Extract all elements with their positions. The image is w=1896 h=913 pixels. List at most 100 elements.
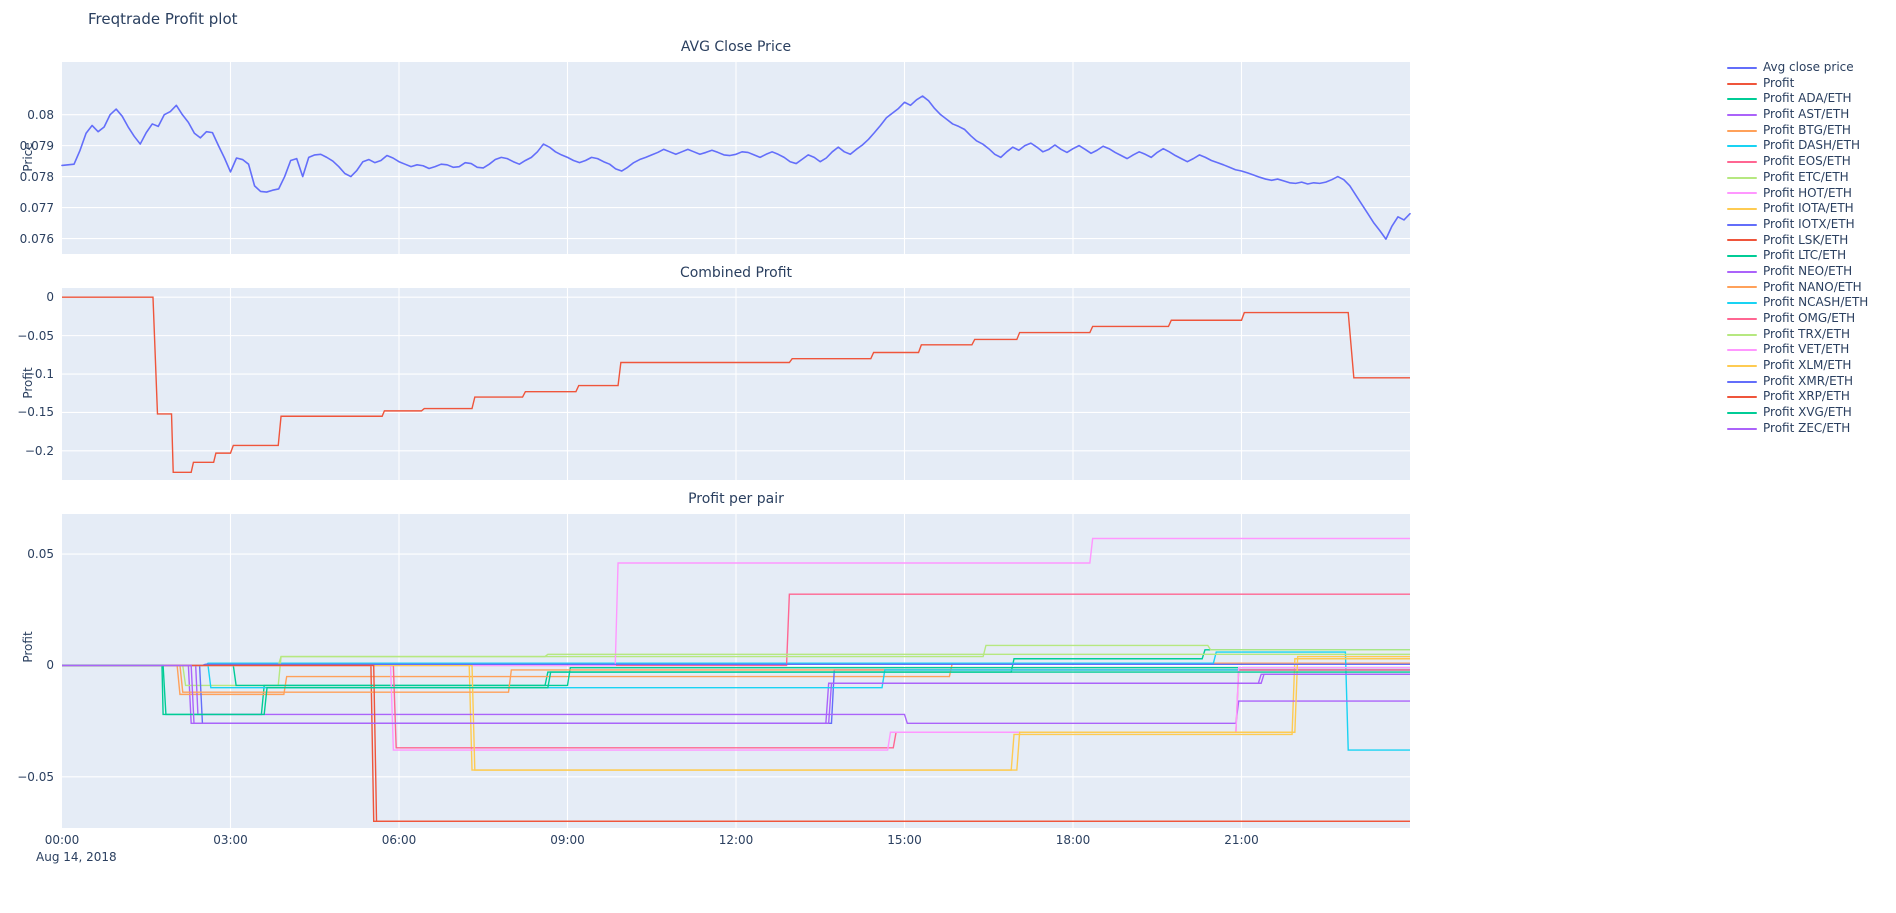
legend-item[interactable]: Profit LTC/ETH (1727, 248, 1892, 264)
legend-item[interactable]: Profit LSK/ETH (1727, 233, 1892, 249)
legend-item[interactable]: Profit NEO/ETH (1727, 264, 1892, 280)
subplot-title-2: Combined Profit (679, 265, 793, 281)
trace-line (62, 664, 1410, 716)
legend-item-label: Avg close price (1763, 60, 1854, 74)
legend-color-swatch-icon (1727, 411, 1757, 414)
subplot-avg-close-price: AVG Close Price (61, 39, 1411, 254)
legend-item[interactable]: Profit (1727, 76, 1892, 92)
legend-item[interactable]: Profit AST/ETH (1727, 107, 1892, 123)
y-axis-tick-label: −0.05 (17, 769, 54, 784)
legend-color-swatch-icon (1727, 66, 1757, 69)
y-axis-tick-label: −0.15 (17, 405, 54, 420)
x-axis-date-label: Aug 14, 2018 (36, 850, 117, 864)
legend-item[interactable]: Avg close price (1727, 60, 1892, 76)
legend-item-label: Profit (1763, 75, 1795, 90)
legend-item[interactable]: Profit DASH/ETH (1727, 138, 1892, 154)
legend-item-label: Profit XMR/ETH (1763, 373, 1854, 388)
legend-item-label: Profit NEO/ETH (1763, 263, 1853, 278)
subplot-combined-profit: Combined Profit (62, 265, 1410, 480)
x-axis-tick-label: 03:00 (213, 833, 248, 847)
legend-color-swatch-icon (1727, 129, 1757, 132)
legend: Avg close price Profit Profit ADA/ETH Profi… (1727, 60, 1892, 437)
legend-item-label: Profit IOTA/ETH (1763, 201, 1854, 216)
y-axis-tick-label: 0.05 (27, 547, 54, 562)
legend-item-label: Profit BTG/ETH (1763, 122, 1851, 137)
legend-item[interactable]: Profit VET/ETH (1727, 342, 1892, 358)
legend-item[interactable]: Profit XVG/ETH (1727, 405, 1892, 421)
trace-line (62, 664, 1410, 725)
legend-color-swatch-icon (1727, 239, 1757, 242)
legend-item[interactable]: Profit TRX/ETH (1727, 327, 1892, 343)
legend-item-label: Profit OMG/ETH (1763, 311, 1856, 325)
legend-color-swatch-icon (1727, 317, 1757, 320)
x-axis-tick-label: 00:00 (44, 833, 80, 847)
x-axis-tick-label: 09:00 (550, 833, 585, 847)
legend-item[interactable]: Profit XRP/ETH (1727, 389, 1892, 405)
x-axis-tick-label: 15:00 (887, 833, 922, 847)
trace-line (62, 664, 1410, 725)
subplot-title-1: AVG Close Price (680, 39, 792, 55)
legend-color-swatch-icon (1727, 98, 1757, 101)
legend-item-label: Profit LTC/ETH (1763, 248, 1847, 263)
legend-color-swatch-icon (1727, 192, 1757, 195)
legend-item-label: Profit EOS/ETH (1763, 154, 1851, 169)
legend-color-swatch-icon (1727, 223, 1757, 226)
plot-canvas-2 (62, 288, 1410, 480)
legend-item[interactable]: Profit NCASH/ETH (1727, 295, 1892, 311)
legend-item[interactable]: Profit ZEC/ETH (1727, 421, 1892, 437)
legend-item[interactable]: Profit IOTX/ETH (1727, 217, 1892, 233)
legend-item[interactable]: Profit OMG/ETH (1727, 311, 1892, 327)
legend-item[interactable]: Profit ADA/ETH (1727, 91, 1892, 107)
legend-item-label: Profit XLM/ETH (1763, 358, 1852, 373)
legend-color-swatch-icon (1727, 380, 1757, 383)
legend-color-swatch-icon (1727, 145, 1757, 148)
y-axis-tick-label: −0.05 (17, 328, 54, 343)
legend-item-label: Profit ETC/ETH (1763, 169, 1849, 184)
legend-item-label: Profit ZEC/ETH (1763, 420, 1851, 435)
x-axis-tick-label: 18:00 (1055, 833, 1091, 847)
legend-item[interactable]: Profit BTG/ETH (1727, 123, 1892, 139)
x-axis-tick-label: 06:00 (381, 833, 417, 847)
legend-color-swatch-icon (1727, 333, 1757, 336)
legend-item-label: Profit XRP/ETH (1763, 389, 1850, 404)
legend-item-label: Profit NCASH/ETH (1763, 295, 1869, 310)
plot-canvas-3 (62, 514, 1410, 828)
legend-color-swatch-icon (1727, 160, 1757, 163)
trace-line (62, 537, 1410, 667)
legend-item-label: Profit XVG/ETH (1763, 405, 1852, 420)
legend-color-swatch-icon (1727, 82, 1757, 85)
legend-item[interactable]: Profit XLM/ETH (1727, 358, 1892, 374)
legend-item[interactable]: Profit NANO/ETH (1727, 280, 1892, 296)
subplot-title-3: Profit per pair (688, 491, 784, 507)
legend-item-label: Profit NANO/ETH (1763, 279, 1862, 294)
trace-line (62, 649, 1410, 716)
trace-line (62, 296, 1410, 474)
legend-item[interactable]: Profit HOT/ETH (1727, 186, 1892, 202)
figure-title: Freqtrade Profit plot (88, 10, 238, 28)
legend-item[interactable]: Profit IOTA/ETH (1727, 201, 1892, 217)
legend-item-label: Profit ADA/ETH (1763, 91, 1852, 106)
legend-item-label: Profit VET/ETH (1763, 342, 1850, 357)
y-axis-label-2: Profit (21, 367, 35, 399)
legend-color-swatch-icon (1727, 176, 1757, 179)
legend-color-swatch-icon (1727, 286, 1757, 289)
y-axis-tick-label: 0.076 (19, 231, 54, 246)
trace-line (62, 664, 1410, 751)
legend-item[interactable]: Profit XMR/ETH (1727, 374, 1892, 390)
legend-color-swatch-icon (1727, 113, 1757, 116)
trace-line (62, 658, 1410, 771)
legend-item-label: Profit LSK/ETH (1763, 232, 1849, 247)
legend-color-swatch-icon (1727, 364, 1757, 367)
legend-item-label: Profit HOT/ETH (1763, 185, 1852, 200)
legend-item-label: Profit IOTX/ETH (1763, 216, 1855, 231)
legend-item[interactable]: Profit EOS/ETH (1727, 154, 1892, 170)
trace-line (62, 644, 1410, 687)
subplot-profit-per-pair: Profit per pair (62, 491, 1410, 828)
x-axis-tick-label: 21:00 (1224, 833, 1259, 847)
trace-line (62, 664, 1410, 823)
legend-color-swatch-icon (1727, 270, 1757, 273)
trace-line (61, 95, 1411, 240)
legend-item[interactable]: Profit ETC/ETH (1727, 170, 1892, 186)
legend-color-swatch-icon (1727, 208, 1757, 211)
